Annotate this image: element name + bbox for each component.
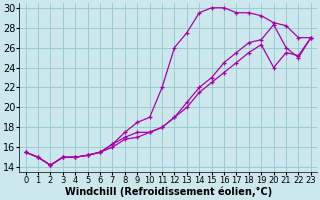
X-axis label: Windchill (Refroidissement éolien,°C): Windchill (Refroidissement éolien,°C): [65, 187, 272, 197]
